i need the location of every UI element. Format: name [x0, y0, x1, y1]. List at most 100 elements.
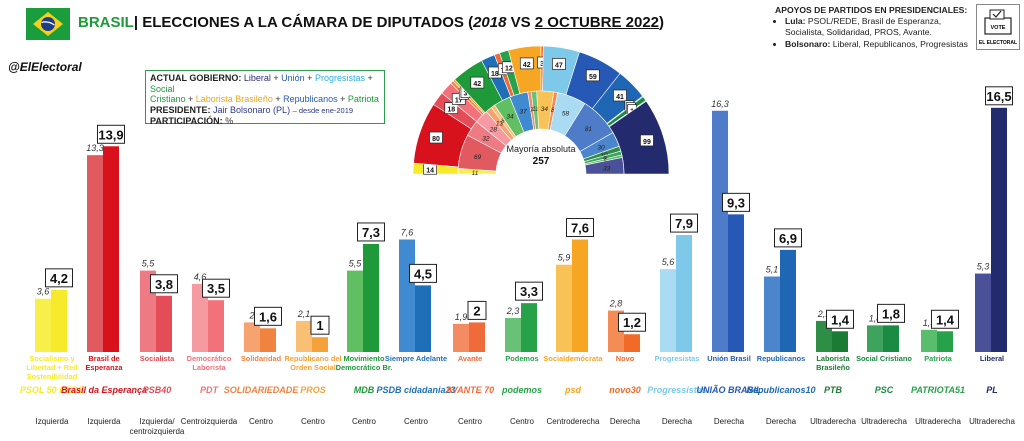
bar-2018: [87, 155, 103, 352]
bar-2022: [728, 214, 744, 352]
value-label-2022: 13,9: [98, 127, 123, 142]
hemicycle-label-2018: 81: [585, 126, 593, 133]
value-label-2022: 16,5: [986, 89, 1011, 104]
title-years-open: (: [468, 14, 474, 31]
bar-2018: [192, 283, 208, 352]
bar-2022: [103, 146, 119, 352]
party-name: Republicanos: [757, 354, 805, 363]
ideology-label: Centro: [352, 417, 377, 426]
value-label-2018: 1,8: [869, 313, 882, 323]
hemicycle-label-2022: 41: [616, 94, 624, 101]
bar-2018: [867, 325, 883, 352]
ideology-label: Centroderecha: [547, 417, 600, 426]
twitter-handle[interactable]: @ElElectoral: [8, 60, 82, 74]
support-bolsonaro-text: Liberal, Republicanos, Progresistas: [832, 38, 968, 49]
gov-line-3: PRESIDENTE: Jair Bolsonaro (PL) – desde …: [150, 105, 380, 117]
party-logo: Progressistas: [647, 385, 707, 395]
bar-2018: [296, 320, 312, 352]
support-lula-label: Lula:: [785, 16, 806, 27]
value-label-2018: 3,6: [37, 287, 50, 297]
gov-laborista: Laborista Brasileño: [195, 94, 273, 105]
value-label-2018: 5,9: [558, 253, 571, 263]
hemicycle-label-2022: 3: [463, 91, 467, 98]
value-box-2022: [670, 213, 698, 233]
value-box-2022: [254, 306, 282, 326]
bar-2018: [712, 110, 728, 352]
ideology-label: Centroizquierda: [181, 417, 238, 426]
party-logo: podemos: [501, 385, 542, 395]
value-label-2022: 3,3: [520, 284, 538, 299]
bar-2022: [521, 303, 537, 352]
value-box-2022: [310, 315, 330, 335]
ideology-label: Centro: [249, 417, 274, 426]
hemicycle-label-2022: 42: [523, 62, 531, 69]
gov-social: Social: [150, 83, 175, 94]
party-logo: PL: [986, 385, 998, 395]
party-logo: PSB40: [143, 385, 172, 395]
bar-2022: [469, 322, 485, 352]
support-bolsonaro-label: Bolsonaro:: [785, 38, 831, 49]
party-name: Esperanza: [86, 363, 124, 372]
bar-2022: [780, 249, 796, 352]
bar-2022: [676, 235, 692, 352]
party-logo: novo30: [609, 385, 641, 395]
value-label-2018: 13,3: [86, 143, 104, 153]
majority-label: Mayoría absoluta: [506, 144, 575, 154]
hemicycle-label-box: [585, 69, 600, 82]
support-heading: APOYOS DE PARTIDOS EN PRESIDENCIALES:: [775, 5, 968, 15]
bar-2018: [921, 329, 937, 352]
hemicycle-label-2018: 69: [474, 154, 482, 161]
value-box-2022: [877, 303, 905, 323]
party-name: Laborista: [192, 363, 226, 372]
value-box-2022: [826, 309, 854, 329]
party-name: Social Cristiano: [856, 354, 912, 363]
party-logo: SOLIDARIEDADE: [224, 385, 300, 395]
bar-2022: [883, 325, 899, 352]
value-box-2022: [931, 309, 959, 329]
value-label-2018: 7,6: [401, 228, 414, 238]
value-label-2022: 1,4: [831, 312, 850, 327]
value-label-2018: 16,3: [711, 99, 729, 109]
hemicycle-label-2018: 32: [482, 136, 490, 143]
party-logo: PROS: [300, 385, 326, 395]
party-name: Podemos: [505, 354, 538, 363]
value-label-2018: 5,3: [977, 262, 990, 272]
party-logo: PDT: [200, 385, 220, 395]
value-box-2022: [150, 274, 178, 294]
party-name: Socialista: [140, 354, 175, 363]
gov-participation-value: %: [225, 116, 234, 127]
gov-plus-6: +: [337, 94, 348, 105]
header: BRASIL| ELECCIONES A LA CÁMARA DE DIPUTA…: [0, 0, 1024, 50]
bar-2018: [764, 276, 780, 352]
hemicycle-label-2018: 11: [472, 170, 479, 177]
bar-2022: [260, 328, 276, 352]
ideology-label: Derecha: [766, 417, 797, 426]
hemicycle-label-2022: 47: [555, 62, 563, 69]
party-name: Sostenibilidad: [27, 372, 78, 381]
value-box-2022: [467, 300, 487, 320]
value-label-2022: 1: [316, 318, 323, 333]
value-label-2022: 7,9: [675, 216, 693, 231]
value-label-2018: 1,5: [923, 318, 937, 328]
value-label-2022: 3,8: [155, 277, 173, 292]
bar-2022: [572, 239, 588, 352]
hemicycle-label-box: [519, 57, 534, 70]
value-box-2022: [566, 218, 594, 238]
party-name: Movimiento: [343, 354, 385, 363]
hemicycle-label-box: [613, 89, 627, 102]
value-label-2022: 6,9: [779, 231, 797, 246]
ideology-label: Centro: [510, 417, 535, 426]
gov-plus-4: +: [185, 94, 196, 105]
presidential-support-box: APOYOS DE PARTIDOS EN PRESIDENCIALES: Lu…: [775, 5, 970, 50]
party-name: Patriota: [924, 354, 952, 363]
party-name: Unión Brasil: [707, 354, 751, 363]
hemicycle-label-2018: 11: [532, 106, 539, 113]
gov-plus-3: +: [364, 73, 373, 83]
majority-value: 257: [533, 156, 550, 167]
hemicycle-label-2018: 34: [506, 114, 514, 121]
value-label-2018: 1,9: [455, 312, 468, 322]
hemicycle-label-2018: 34: [541, 106, 549, 113]
bar-2022: [156, 295, 172, 352]
party-name: Solidaridad: [241, 354, 282, 363]
hemicycle-label-2018: 28: [489, 126, 498, 133]
